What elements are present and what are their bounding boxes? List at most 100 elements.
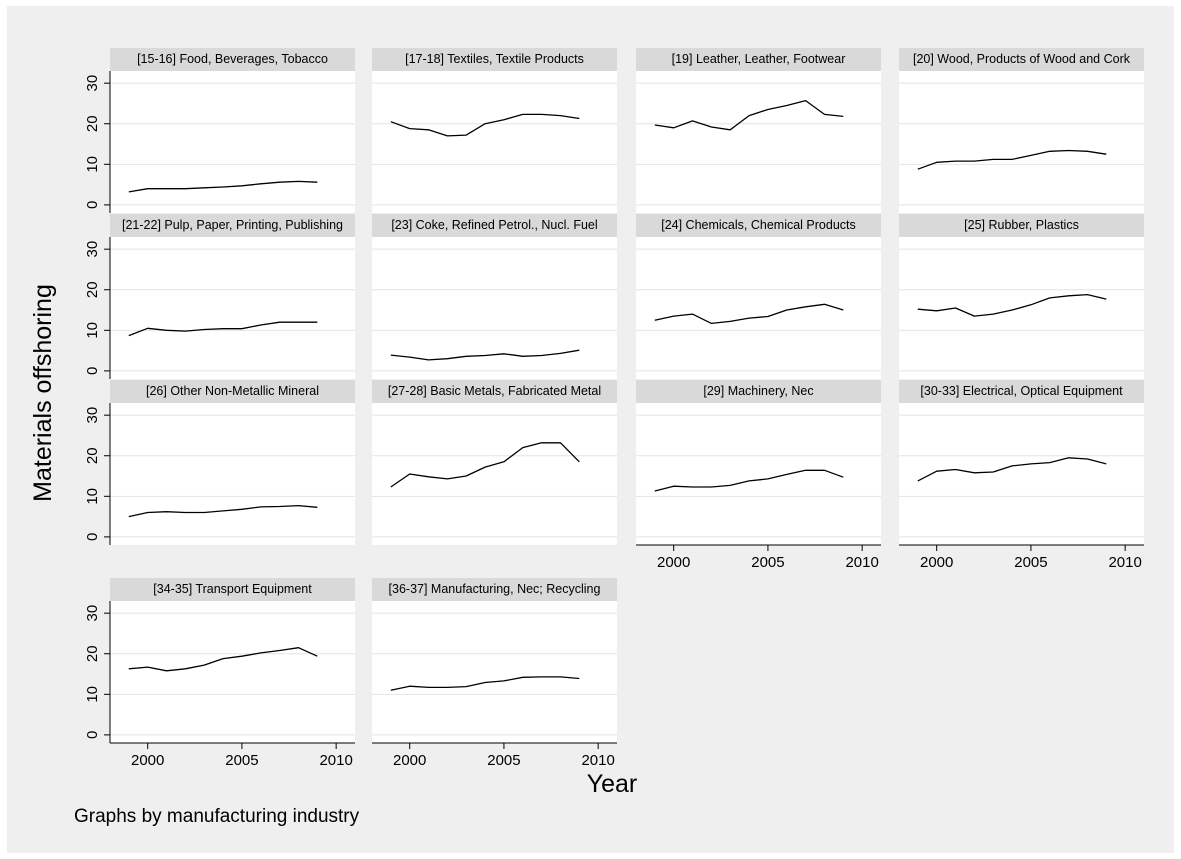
x-tick-label: 2010: [1108, 554, 1141, 571]
graphs-by-note: Graphs by manufacturing industry: [74, 806, 360, 827]
panel-10: [27-28] Basic Metals, Fabricated Metal: [372, 380, 617, 545]
x-tick-label: 2005: [225, 752, 258, 769]
panel-header: [110, 48, 355, 71]
y-tick-label: 10: [84, 488, 101, 505]
y-tick-label: 0: [84, 533, 101, 541]
panel-3: [19] Leather, Leather, Footwear: [636, 48, 881, 213]
y-tick-label: 30: [84, 75, 101, 92]
panel-4: [20] Wood, Products of Wood and Cork: [899, 48, 1144, 213]
plot-area: [636, 71, 881, 213]
y-tick-label: 30: [84, 605, 101, 622]
x-tick-label: 2010: [581, 752, 614, 769]
plot-area: [372, 237, 617, 379]
panel-9: [26] Other Non-Metallic Mineral 0 10 20 30: [84, 380, 355, 545]
y-tick-label: 20: [84, 281, 101, 298]
x-tick-label: 2005: [1014, 554, 1047, 571]
panel-header: [372, 578, 617, 601]
plot-area: [636, 237, 881, 379]
panel-7: [24] Chemicals, Chemical Products: [636, 214, 881, 379]
plot-area: [110, 601, 355, 743]
y-tick-label: 0: [84, 731, 101, 739]
panel-header: [110, 214, 355, 237]
plot-area: [899, 403, 1144, 545]
panel-11: [29] Machinery, Nec 2000 2005 2010: [636, 380, 881, 571]
panel-title: [23] Coke, Refined Petrol., Nucl. Fuel: [391, 218, 597, 232]
panel-title: [36-37] Manufacturing, Nec; Recycling: [389, 582, 601, 596]
y-axis-label: Materials offshoring: [29, 284, 57, 502]
panel-title: [20] Wood, Products of Wood and Cork: [913, 52, 1131, 66]
x-tick-label: 2000: [657, 554, 690, 571]
panel-title: [17-18] Textiles, Textile Products: [405, 52, 584, 66]
series-line: [917, 457, 1107, 482]
y-tick-label: 0: [84, 201, 101, 209]
panel-header: [899, 48, 1144, 71]
x-tick-label: 2000: [393, 752, 426, 769]
panel-title: [30-33] Electrical, Optical Equipment: [920, 384, 1123, 398]
series-line: [128, 504, 318, 518]
y-tick-label: 30: [84, 407, 101, 424]
panel-title: [24] Chemicals, Chemical Products: [661, 218, 856, 232]
panel-14: [36-37] Manufacturing, Nec; Recycling 200…: [372, 578, 617, 769]
y-tick-label: 20: [84, 447, 101, 464]
y-tick-label: 0: [84, 367, 101, 375]
series-line: [917, 149, 1107, 170]
panel-2: [17-18] Textiles, Textile Products: [372, 48, 617, 213]
panel-header: [636, 214, 881, 237]
panel-title: [15-16] Food, Beverages, Tobacco: [137, 52, 328, 66]
plot-area: [372, 71, 617, 213]
x-tick-label: 2000: [131, 752, 164, 769]
panel-5: [21-22] Pulp, Paper, Printing, Publishin…: [84, 214, 355, 379]
x-tick-label: 2010: [845, 554, 878, 571]
y-tick-label: 10: [84, 156, 101, 173]
panel-title: [29] Machinery, Nec: [703, 384, 813, 398]
series-line: [128, 647, 318, 672]
plot-area: [110, 237, 355, 379]
panels-group: [15-16] Food, Beverages, Tobacco0102030[…: [84, 48, 1144, 769]
series-line: [128, 321, 318, 337]
y-tick-label: 10: [84, 322, 101, 339]
panel-6: [23] Coke, Refined Petrol., Nucl. Fuel: [372, 214, 617, 379]
panel-header: [636, 48, 881, 71]
panel-title: [34-35] Transport Equipment: [153, 582, 312, 596]
panel-title: [21-22] Pulp, Paper, Printing, Publishin…: [122, 218, 343, 232]
panel-title: [25] Rubber, Plastics: [964, 218, 1079, 232]
panel-1: [15-16] Food, Beverages, Tobacco 0 10 20 30: [84, 48, 355, 213]
panel-header: [110, 380, 355, 403]
x-tick-label: 2005: [487, 752, 520, 769]
panel-13: [34-35] Transport Equipment 0 10 20 30 2000 20…: [84, 578, 355, 769]
panel-header: [899, 214, 1144, 237]
x-tick-label: 2010: [319, 752, 352, 769]
plot-area: [110, 71, 355, 213]
series-line: [917, 293, 1107, 317]
panel-header: [110, 578, 355, 601]
series-line: [390, 349, 580, 361]
panel-header: [372, 214, 617, 237]
panel-title: [27-28] Basic Metals, Fabricated Metal: [388, 384, 601, 398]
panel-8: [25] Rubber, Plastics: [899, 214, 1144, 379]
x-tick-label: 2000: [920, 554, 953, 571]
plot-area: [899, 71, 1144, 213]
y-tick-label: 20: [84, 645, 101, 662]
panel-12: [30-33] Electrical, Optical Equipment 200…: [899, 380, 1144, 571]
series-line: [390, 676, 580, 691]
series-line: [128, 180, 318, 193]
panel-title: [19] Leather, Leather, Footwear: [672, 52, 846, 66]
panel-header: [899, 380, 1144, 403]
series-line: [390, 113, 580, 137]
panel-header: [372, 380, 617, 403]
y-tick-label: 20: [84, 115, 101, 132]
series-line: [654, 99, 844, 131]
y-tick-label: 30: [84, 241, 101, 258]
plot-area: [110, 403, 355, 545]
x-tick-label: 2005: [751, 554, 784, 571]
plot-area: [636, 403, 881, 545]
panel-header: [372, 48, 617, 71]
panel-title: [26] Other Non-Metallic Mineral: [146, 384, 319, 398]
series-line: [654, 303, 844, 325]
y-tick-label: 10: [84, 686, 101, 703]
panel-header: [636, 380, 881, 403]
x-axis-label: Year: [587, 770, 638, 798]
series-line: [654, 469, 844, 492]
series-line: [390, 442, 580, 488]
